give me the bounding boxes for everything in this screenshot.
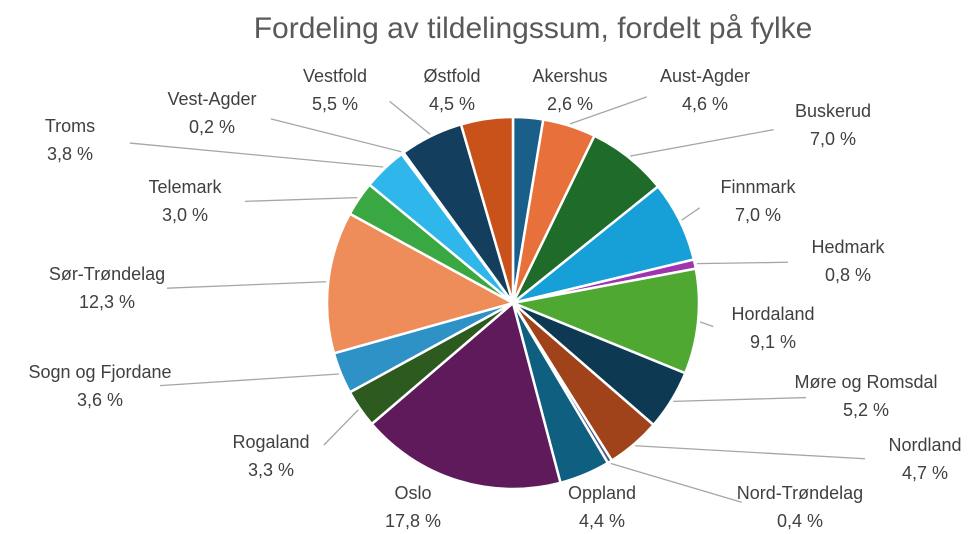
- slice-label: Finnmark: [720, 177, 796, 197]
- leader-line: [244, 196, 358, 203]
- slice-label: Nord-Trøndelag: [737, 483, 863, 503]
- slice-label: Sogn og Fjordane: [28, 362, 171, 382]
- slice-label: Buskerud: [795, 101, 871, 121]
- slice-value: 7,0 %: [810, 129, 856, 149]
- pie-slice: [325, 212, 517, 355]
- leader-line: [699, 321, 714, 328]
- slice-label: Sør-Trøndelag: [49, 264, 165, 284]
- slice-label: Oslo: [394, 483, 431, 503]
- slice-value: 3,0 %: [162, 205, 208, 225]
- slice-label: Troms: [45, 116, 95, 136]
- leader-line: [270, 118, 402, 153]
- leader-line: [635, 445, 866, 460]
- slice-label: Akershus: [532, 66, 607, 86]
- slice-value: 5,5 %: [312, 94, 358, 114]
- slice-value: 4,6 %: [682, 94, 728, 114]
- slice-value: 9,1 %: [750, 332, 796, 352]
- slice-label: Møre og Romsdal: [794, 372, 937, 392]
- slice-label: Vestfold: [303, 66, 367, 86]
- slice-label: Nordland: [888, 435, 961, 455]
- leader-line: [569, 96, 647, 125]
- slice-value: 2,6 %: [547, 94, 593, 114]
- leader-line: [610, 462, 742, 503]
- slice-value: 0,8 %: [825, 265, 871, 285]
- slice-value: 0,2 %: [189, 117, 235, 137]
- slice-value: 0,4 %: [777, 511, 823, 531]
- slice-value: 17,8 %: [385, 511, 441, 531]
- pie-slice: [369, 300, 563, 491]
- leader-line: [129, 142, 384, 168]
- slice-label: Vest-Agder: [167, 89, 256, 109]
- pie-slice: [459, 115, 515, 304]
- leader-line: [323, 409, 359, 446]
- slice-value: 4,7 %: [902, 463, 948, 483]
- leader-line: [389, 100, 431, 135]
- pie-slice: [508, 267, 701, 375]
- slice-label: Hedmark: [811, 237, 885, 257]
- slice-value: 4,5 %: [429, 94, 475, 114]
- slice-value: 5,2 %: [843, 400, 889, 420]
- leader-line: [166, 281, 327, 289]
- leader-line: [673, 396, 807, 403]
- leader-line: [681, 207, 700, 221]
- leader-line: [159, 373, 339, 387]
- slice-label: Telemark: [148, 177, 222, 197]
- slice-value: 3,8 %: [47, 144, 93, 164]
- leader-line: [630, 129, 774, 157]
- slice-label: Aust-Agder: [660, 66, 750, 86]
- slice-value: 4,4 %: [579, 511, 625, 531]
- slice-label: Østfold: [423, 66, 480, 86]
- slice-label: Rogaland: [232, 432, 309, 452]
- slice-label: Hordaland: [731, 304, 814, 324]
- slice-value: 7,0 %: [735, 205, 781, 225]
- leader-line: [696, 261, 789, 265]
- slice-value: 3,6 %: [77, 390, 123, 410]
- slice-label: Oppland: [568, 483, 636, 503]
- slice-value: 3,3 %: [248, 460, 294, 480]
- chart-title: Fordeling av tildelingssum, fordelt på f…: [254, 12, 813, 45]
- slice-value: 12,3 %: [79, 292, 135, 312]
